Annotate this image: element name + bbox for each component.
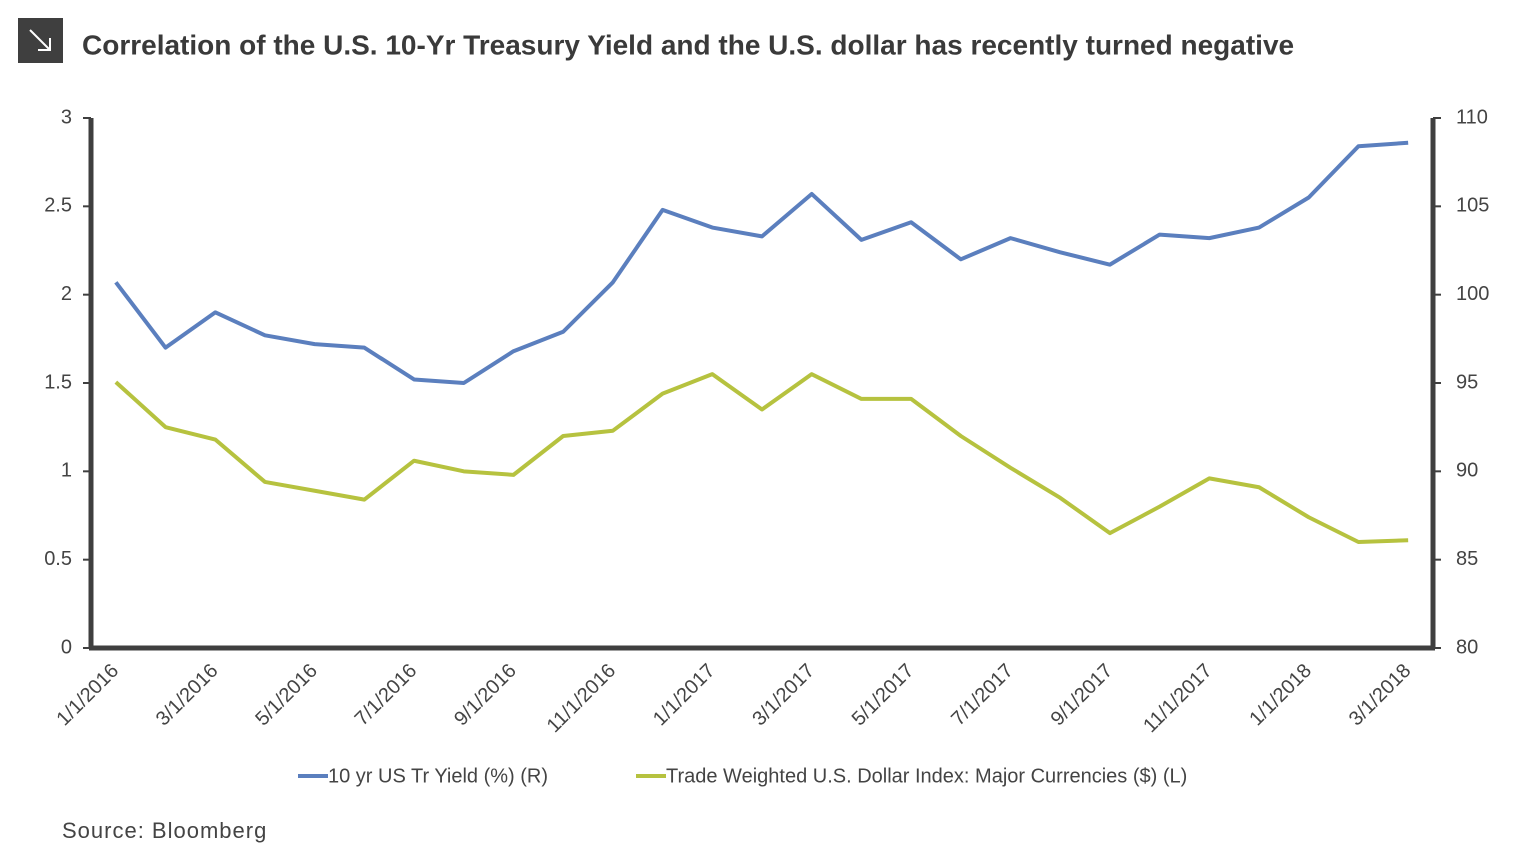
x-tick-label: 3/1/2017 xyxy=(748,660,819,731)
y-tick-label: 2 xyxy=(61,283,72,305)
y2-tick-label: 105 xyxy=(1456,195,1489,217)
x-tick-label: 5/1/2016 xyxy=(251,660,322,731)
series-line xyxy=(114,372,1409,544)
x-tick-label: 1/1/2016 xyxy=(53,660,124,731)
y-tick-label: 1.5 xyxy=(44,371,72,393)
y2-tick-label: 100 xyxy=(1456,283,1489,305)
y-tick-label: 2.5 xyxy=(44,195,72,217)
y-tick-label: 1 xyxy=(61,460,72,482)
x-tick-label: 9/1/2016 xyxy=(450,660,521,731)
y-tick-label: 0.5 xyxy=(44,548,72,570)
x-tick-label: 7/1/2017 xyxy=(947,660,1018,731)
y2-tick-label: 95 xyxy=(1456,371,1478,393)
title-icon-arrow xyxy=(29,29,51,51)
x-tick-label: 1/1/2017 xyxy=(649,660,720,731)
x-tick-label: 3/1/2016 xyxy=(152,660,223,731)
x-tick-label: 11/1/2016 xyxy=(543,660,620,737)
x-tick-label: 7/1/2016 xyxy=(351,660,422,731)
legend-label: Trade Weighted U.S. Dollar Index: Major … xyxy=(666,765,1187,787)
y-tick-label: 0 xyxy=(61,636,72,658)
y-tick-label: 3 xyxy=(61,106,72,128)
y2-tick-label: 80 xyxy=(1456,636,1478,658)
x-tick-label: 9/1/2017 xyxy=(1047,660,1118,731)
x-tick-label: 3/1/2018 xyxy=(1345,660,1416,731)
source: Source: Bloomberg xyxy=(62,818,267,843)
y2-tick-label: 90 xyxy=(1456,460,1478,482)
y2-tick-label: 85 xyxy=(1456,548,1478,570)
x-tick-label: 5/1/2017 xyxy=(848,660,919,731)
legend-label: 10 yr US Tr Yield (%) (R) xyxy=(328,765,548,787)
x-tick-label: 1/1/2018 xyxy=(1245,660,1316,731)
chart-title: Correlation of the U.S. 10-Yr Treasury Y… xyxy=(82,29,1294,60)
series-line xyxy=(114,140,1409,385)
y2-tick-label: 110 xyxy=(1456,106,1488,128)
x-tick-label: 11/1/2017 xyxy=(1139,660,1216,737)
